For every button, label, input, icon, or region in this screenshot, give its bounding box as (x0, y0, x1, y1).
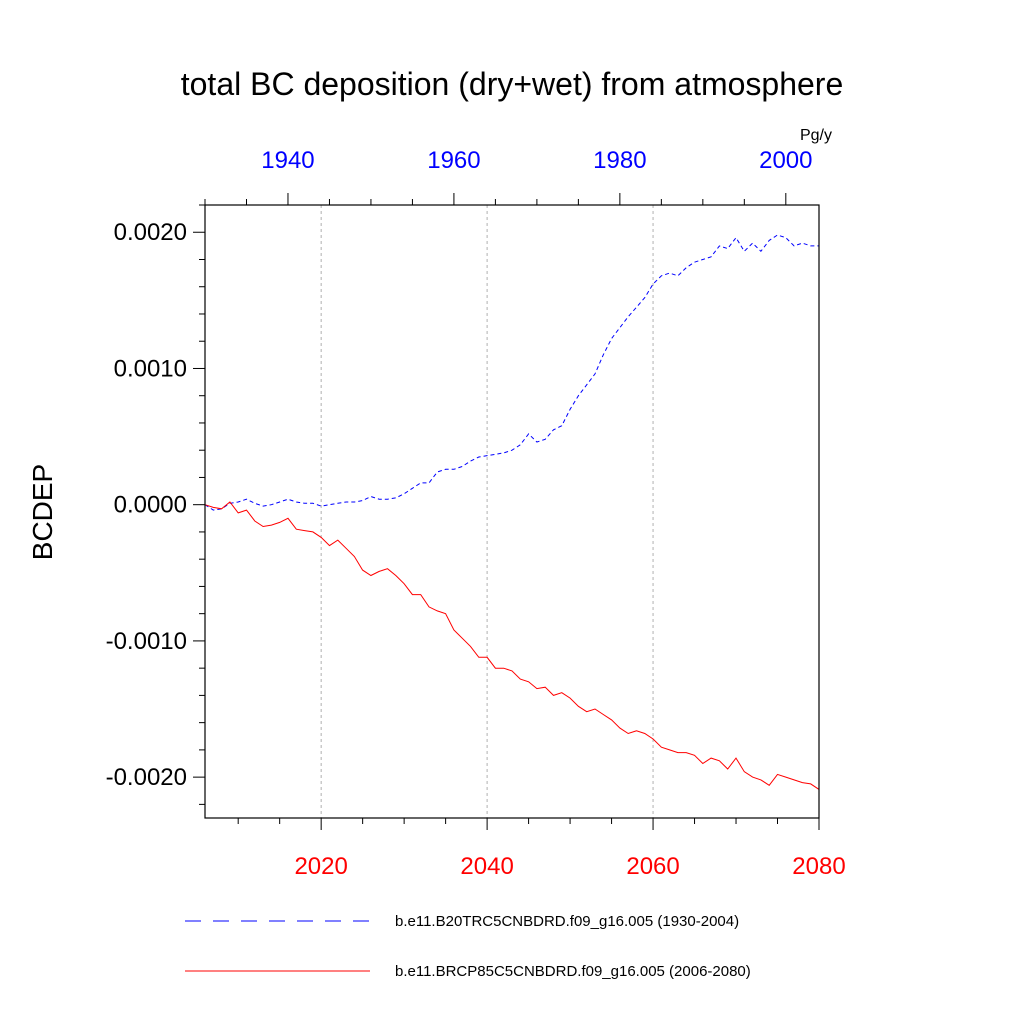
top-tick-label-3: 2000 (759, 147, 812, 174)
bottom-tick-label-3: 2080 (792, 853, 845, 880)
bottom-tick-label-1: 2040 (460, 853, 513, 880)
x-axis-bottom: 2020 2040 2060 2080 (237, 818, 846, 880)
y-tick-label-4: -0.0020 (106, 764, 187, 791)
series-line-1 (204, 501, 820, 790)
x-axis-top: 1940 1960 1980 2000 (204, 147, 813, 205)
units-label: Pg/y (800, 127, 832, 144)
vertical-grid (320, 205, 654, 818)
legend-label-0: b.e11.B20TRC5CNBDRD.f09_g16.005 (1930-20… (395, 913, 739, 930)
series-layer (204, 234, 820, 790)
plot-frame (204, 204, 820, 819)
y-axis: 0.0020 0.0010 0.0000 -0.0010 -0.0020 (106, 204, 205, 805)
top-tick-label-2: 1980 (593, 147, 646, 174)
chart-title: total BC deposition (dry+wet) from atmos… (181, 66, 844, 102)
bottom-tick-label-0: 2020 (294, 853, 347, 880)
y-tick-label-0: 0.0020 (114, 219, 187, 246)
legend-label-1: b.e11.BRCP85C5CNBDRD.f09_g16.005 (2006-2… (395, 963, 751, 980)
top-tick-label-1: 1960 (427, 147, 480, 174)
y-tick-label-3: -0.0010 (106, 628, 187, 655)
series-line-0 (204, 234, 819, 511)
top-tick-label-0: 1940 (261, 147, 314, 174)
y-tick-label-2: 0.0000 (114, 492, 187, 519)
bottom-tick-label-2: 2060 (626, 853, 679, 880)
y-axis-label: BCDEP (27, 464, 58, 560)
legend: b.e11.B20TRC5CNBDRD.f09_g16.005 (1930-20… (185, 913, 751, 980)
y-tick-label-1: 0.0010 (114, 355, 187, 382)
